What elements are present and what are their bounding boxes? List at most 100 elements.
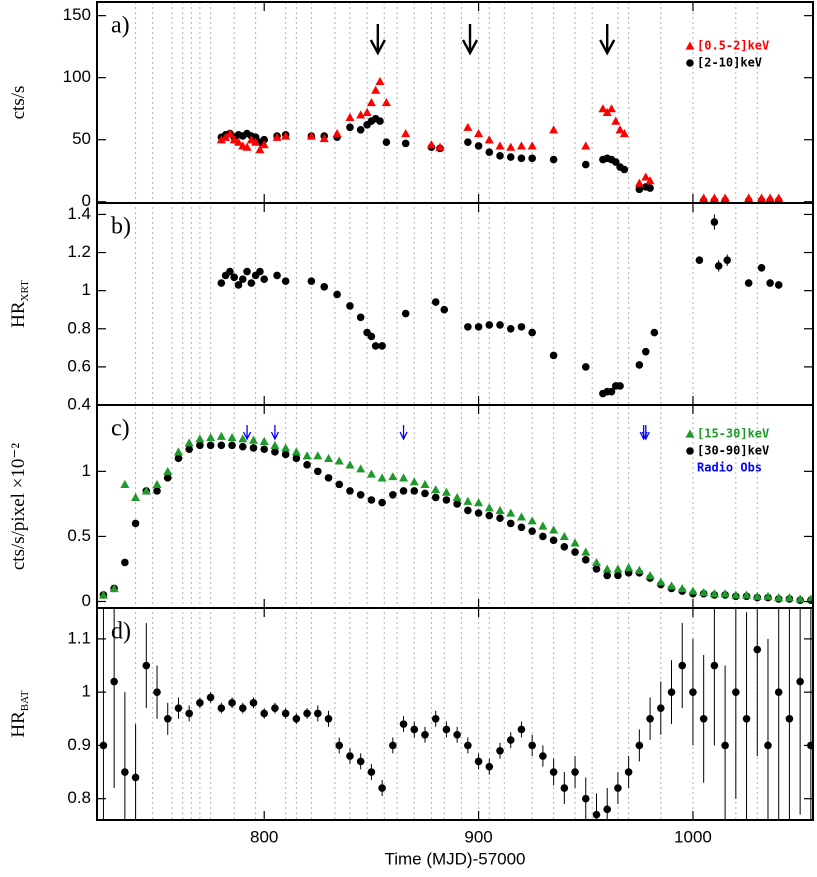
x-tick-label: 1000 [674,827,712,846]
data-point [441,487,451,496]
data-point [723,256,732,264]
data-point [528,154,536,163]
y-tick-label: 0.6 [67,356,91,375]
data-point [453,500,461,508]
data-point [763,591,773,600]
data-point [506,736,515,744]
data-point [795,594,805,603]
data-point [225,129,235,138]
data-point [431,485,441,494]
data-point [549,525,559,534]
data-point [571,768,579,776]
data-point [484,135,494,144]
data-point [581,141,591,150]
data-point [603,805,612,814]
data-point [539,532,547,541]
data-point [744,193,754,202]
data-point [635,361,644,369]
y-tick-label: 0.4 [67,394,91,413]
data-point [367,768,376,776]
data-point [410,725,419,734]
data-point [271,704,279,712]
data-point [464,741,472,750]
data-point [560,784,569,792]
data-point [259,140,269,149]
data-point [272,132,282,141]
data-point [233,137,243,146]
data-point [356,313,365,322]
panel-label: a) [111,13,130,39]
y-tick-label: 1 [82,461,91,480]
data-point [234,281,243,289]
data-point [426,140,436,149]
data-point [496,152,504,160]
data-point [721,741,729,750]
data-point [732,688,740,696]
data-point [440,305,449,314]
data-point [217,441,226,450]
data-point [539,752,547,760]
data-point [656,577,666,586]
y-tick-label: 0.9 [67,735,91,754]
data-point [281,443,291,452]
data-point [230,273,238,282]
data-point [474,142,483,150]
y-axis-title: cts/s/pixel ×10⁻² [8,443,29,571]
data-point [720,193,730,202]
data-point [420,479,430,488]
data-point [302,451,312,460]
data-point [195,434,205,443]
data-point [163,466,173,475]
data-point [677,583,687,593]
data-point [549,125,559,134]
data-point [606,104,616,113]
data-point [774,688,783,696]
data-point [410,487,419,495]
data-point [251,133,260,142]
data-point [656,704,665,712]
data-point [516,512,526,521]
data-point [217,279,226,287]
data-point [689,688,697,696]
data-point [401,309,410,318]
data-point [431,298,440,306]
data-point [281,450,290,459]
data-point [332,129,342,138]
y-axis-title-main: HR [8,301,29,328]
data-point [710,661,719,670]
y-tick-label: 1.4 [67,204,91,223]
data-point [206,693,215,702]
y-tick-label: 1 [82,280,91,299]
data-point [399,487,408,495]
data-point [496,514,504,523]
data-point [538,521,548,530]
data-point [401,129,411,138]
y-axis-title-main: cts/s [8,86,29,120]
data-point [527,141,537,150]
y-tick-label: 0 [82,191,91,210]
x-axis-title: Time (MJD)-57000 [384,849,525,868]
data-point [346,123,354,132]
data-point [474,129,484,138]
data-point [216,431,226,440]
data-point [765,193,775,202]
data-point [591,557,601,567]
data-point [153,688,161,696]
data-point [528,328,536,337]
data-point [345,460,355,469]
data-point [710,218,719,226]
data-point [549,536,558,545]
y-tick-label: 100 [63,67,91,86]
data-point [255,145,265,154]
data-point [598,104,608,113]
y-tick-label: 1 [82,682,91,701]
data-point [399,473,409,482]
data-point [174,454,183,463]
data-point [528,741,536,750]
data-point [516,141,526,150]
y-tick-label: 50 [72,129,91,148]
data-point [615,125,625,134]
data-point [559,531,569,541]
data-point [256,267,264,276]
data-point [635,185,644,194]
